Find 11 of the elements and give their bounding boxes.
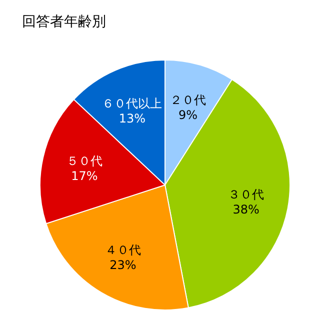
chart-title: 回答者年齢別 bbox=[22, 14, 106, 30]
data-label: 13% bbox=[118, 111, 146, 126]
slice-label: ２０代 bbox=[170, 92, 206, 107]
slice-label: ６０代以上 bbox=[102, 96, 162, 110]
data-label: 9% bbox=[178, 108, 198, 122]
data-label: 17% bbox=[71, 169, 98, 184]
data-label: 23% bbox=[110, 258, 136, 272]
slice-label: ５０代 bbox=[66, 154, 102, 168]
slice-label: ３０代 bbox=[228, 187, 264, 202]
data-label: 38% bbox=[232, 202, 260, 216]
slice-label: ４０代 bbox=[105, 243, 142, 258]
